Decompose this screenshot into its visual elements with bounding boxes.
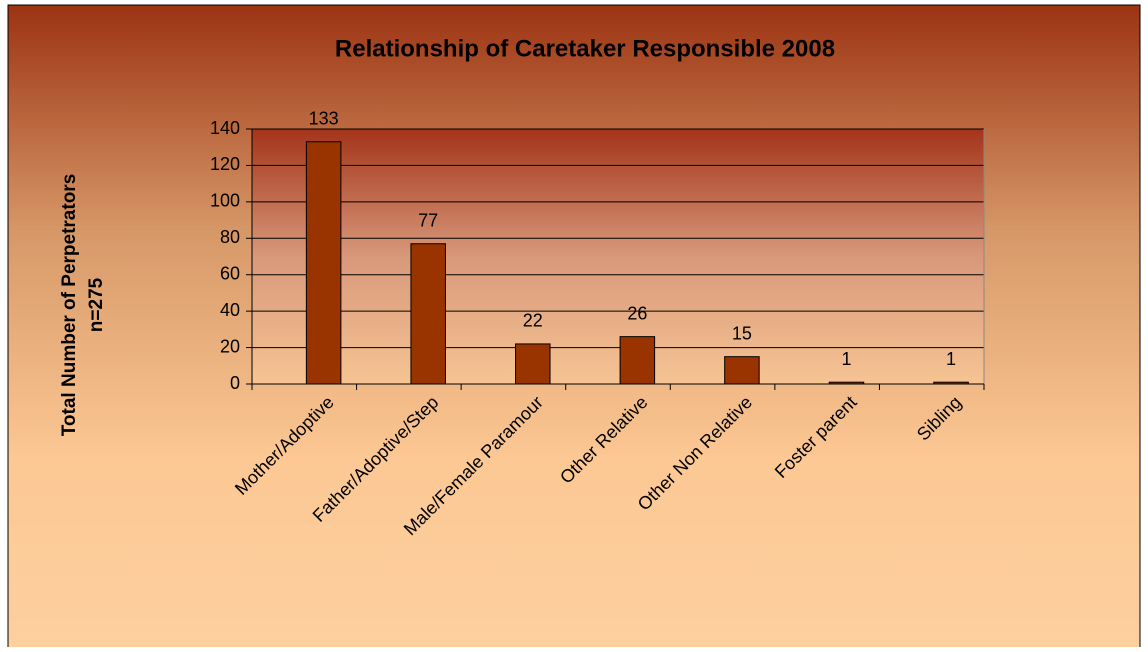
bar [515, 343, 551, 385]
plot-area [252, 129, 984, 384]
bar [410, 243, 446, 385]
bar [305, 141, 342, 385]
y-tick-label: 100 [210, 191, 240, 211]
data-label: 1 [841, 349, 851, 369]
y-tick-label: 60 [220, 263, 240, 283]
y-tick-label: 20 [220, 336, 240, 356]
data-label: 77 [418, 211, 438, 231]
data-label: 133 [309, 109, 339, 129]
y-axis-label: Total Number of Perpetrators [59, 174, 80, 437]
y-tick-label: 120 [210, 154, 240, 174]
bar [619, 336, 656, 385]
bar [724, 356, 760, 385]
y-axis-label: n=275 [86, 277, 107, 332]
data-label: 22 [523, 311, 543, 331]
data-label: 15 [732, 323, 752, 343]
y-tick-label: 40 [220, 300, 240, 320]
data-label: 26 [627, 303, 647, 323]
y-tick-label: 140 [210, 118, 240, 138]
y-tick-label: 80 [220, 227, 240, 247]
data-label: 1 [946, 349, 956, 369]
y-tick-label: 0 [230, 373, 240, 393]
chart-title: Relationship of Caretaker Responsible 20… [335, 35, 835, 62]
